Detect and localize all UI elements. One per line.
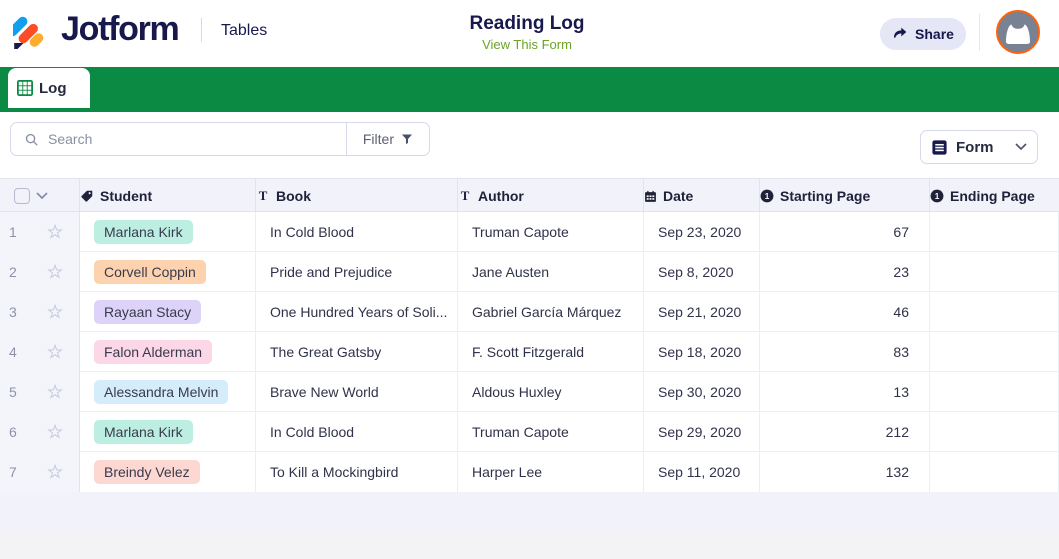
- svg-text:T: T: [461, 189, 470, 203]
- svg-text:T: T: [259, 189, 268, 203]
- svg-text:1: 1: [765, 192, 770, 201]
- svg-text:1: 1: [935, 192, 940, 201]
